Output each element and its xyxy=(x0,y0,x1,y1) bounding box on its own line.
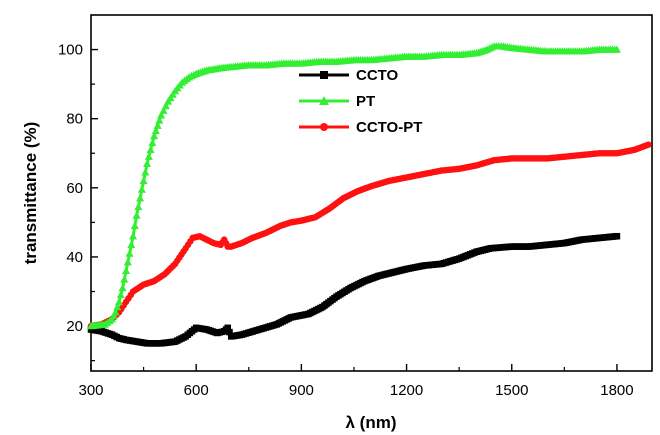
y-tick-label: 40 xyxy=(66,249,83,266)
data-point xyxy=(122,266,131,274)
data-point xyxy=(153,121,162,129)
legend-marker xyxy=(320,71,328,79)
x-tick-label: 600 xyxy=(184,382,209,399)
data-point xyxy=(134,202,143,211)
data-point xyxy=(118,284,127,292)
data-point xyxy=(151,126,160,135)
data-point xyxy=(150,131,159,140)
series-layer xyxy=(86,42,652,347)
data-point xyxy=(116,290,125,299)
data-point xyxy=(120,275,129,283)
y-tick-label: 100 xyxy=(58,42,83,59)
data-point xyxy=(115,297,124,306)
series-ccto-group xyxy=(87,232,621,347)
x-tick-label: 1500 xyxy=(495,382,528,399)
legend: CCTO PT CCTO-PT xyxy=(299,67,422,136)
data-point xyxy=(226,328,233,336)
plot-frame xyxy=(90,14,653,372)
data-point xyxy=(613,232,621,240)
data-point xyxy=(123,258,132,266)
data-point xyxy=(161,101,170,110)
y-tick-label: 60 xyxy=(66,180,83,197)
data-point xyxy=(113,303,122,311)
data-point xyxy=(137,185,146,193)
data-point xyxy=(148,138,157,147)
data-point xyxy=(157,111,166,119)
x-tick-label: 900 xyxy=(289,382,314,399)
legend-label: CCTO-PT xyxy=(356,119,422,136)
legend-marker xyxy=(320,123,328,131)
x-axis-title: λ (nm) xyxy=(346,413,397,432)
data-point xyxy=(159,106,168,114)
data-point xyxy=(155,116,164,124)
y-tick-label: 20 xyxy=(66,318,83,335)
y-axis-title: transmittance (%) xyxy=(21,122,40,265)
data-point xyxy=(125,249,134,257)
x-tick-label: 300 xyxy=(78,382,103,399)
data-point xyxy=(132,211,141,219)
data-point xyxy=(143,159,152,167)
data-point xyxy=(130,221,139,230)
data-point xyxy=(645,141,652,148)
data-point xyxy=(136,194,145,202)
data-point xyxy=(224,324,231,332)
series-line xyxy=(90,143,650,328)
legend-label: CCTO xyxy=(356,67,399,84)
x-tick-label: 1200 xyxy=(390,382,423,399)
y-tick-label: 80 xyxy=(66,111,83,128)
data-point xyxy=(612,45,621,53)
x-tick-label: 1800 xyxy=(600,382,633,399)
data-point xyxy=(111,308,120,316)
data-point xyxy=(141,168,150,176)
data-point xyxy=(146,145,155,154)
data-point xyxy=(127,240,136,249)
series-pt-group xyxy=(86,42,621,330)
data-point xyxy=(139,176,148,185)
data-point xyxy=(144,152,153,160)
data-point xyxy=(129,232,138,240)
series-ccto-pt-group xyxy=(87,141,652,330)
legend-label: PT xyxy=(356,93,375,110)
legend-marker xyxy=(319,96,329,105)
